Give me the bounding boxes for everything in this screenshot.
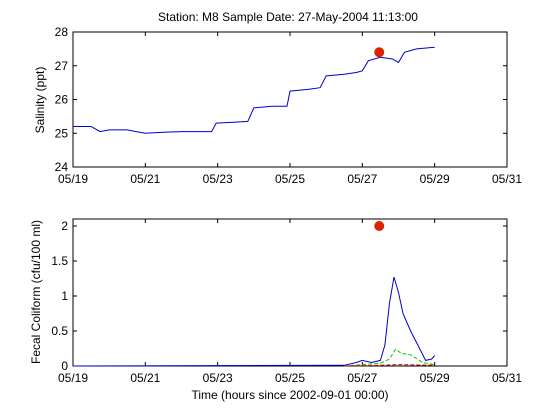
salinity-ylabel: Salinity (ppt): [33, 67, 47, 134]
coliform-ylabel: Fecal Coliform (cfu/100 ml): [29, 220, 43, 364]
coliform-ytick-label: 1.5: [51, 254, 68, 268]
salinity-xtick-label: 05/31: [492, 172, 522, 186]
salinity-plot: Salinity (ppt) 05/19 05/21 05/23 05/25 05/27…: [33, 25, 522, 186]
coliform-xtick-label: 05/31: [492, 371, 522, 385]
coliform-xlabel: Time (hours since 2002-09-01 00:00): [192, 388, 389, 402]
coliform-ytick-label: 1: [61, 289, 68, 303]
coliform-series-line-1: [344, 348, 435, 367]
coliform-sample-marker: [374, 221, 385, 231]
coliform-ytick-label: 0.5: [51, 324, 68, 338]
chart-title: Station: M8 Sample Date: 27-May-2004 11:…: [158, 10, 418, 24]
salinity-sample-marker: [374, 47, 385, 58]
coliform-series-line-0: [72, 276, 436, 367]
coliform-axes-box: [72, 218, 508, 367]
salinity-xtick-label: 05/29: [420, 172, 450, 186]
salinity-xtick-label: 05/25: [275, 172, 305, 186]
salinity-xtick-label: 05/23: [203, 172, 233, 186]
salinity-axes-box: [72, 31, 508, 168]
coliform-xtick-label: 05/25: [275, 371, 305, 385]
salinity-xtick-label: 05/21: [130, 172, 160, 186]
fecal-coliform-plot: Fecal Coliform (cfu/100 ml) Time (hours …: [29, 218, 522, 402]
salinity-ytick-label: 24: [55, 160, 69, 174]
coliform-xtick-label: 05/19: [58, 371, 88, 385]
salinity-ytick-label: 27: [55, 59, 69, 73]
salinity-xtick-label: 05/27: [347, 172, 377, 186]
coliform-xtick-label: 05/27: [347, 371, 377, 385]
coliform-ytick-label: 0: [61, 359, 68, 373]
salinity-xtick-label: 05/19: [58, 172, 88, 186]
salinity-ytick-label: 28: [55, 25, 69, 39]
salinity-ytick-label: 25: [55, 126, 69, 140]
salinity-ytick-label: 26: [55, 93, 69, 107]
coliform-xtick-label: 05/29: [420, 371, 450, 385]
coliform-xtick-label: 05/21: [130, 371, 160, 385]
coliform-ytick-label: 2: [61, 219, 68, 233]
salinity-series-line-0: [73, 46, 435, 134]
coliform-series-line-2: [344, 364, 435, 367]
coliform-xtick-label: 05/23: [203, 371, 233, 385]
